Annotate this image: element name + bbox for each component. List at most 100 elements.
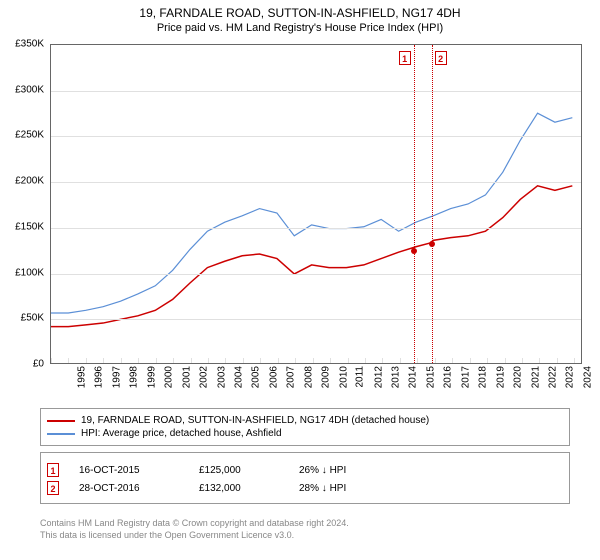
x-tick-label: 1998 — [129, 366, 140, 388]
x-tick-label: 2013 — [390, 366, 401, 388]
x-tick — [243, 358, 244, 363]
footer-line1: Contains HM Land Registry data © Crown c… — [40, 518, 349, 530]
legend-label: HPI: Average price, detached house, Ashf… — [81, 428, 282, 439]
event-point — [411, 248, 417, 254]
x-tick-label: 2010 — [338, 366, 349, 388]
y-tick-label: £350K — [15, 39, 44, 50]
gridline-h — [51, 274, 581, 275]
legend-swatch — [47, 420, 75, 422]
x-tick — [365, 358, 366, 363]
event-vline — [414, 45, 415, 363]
title-area: 19, FARNDALE ROAD, SUTTON-IN-ASHFIELD, N… — [0, 0, 600, 34]
legend-swatch — [47, 433, 75, 435]
x-tick — [121, 358, 122, 363]
x-tick — [574, 358, 575, 363]
x-tick-label: 2002 — [198, 366, 209, 388]
legend-row: 19, FARNDALE ROAD, SUTTON-IN-ASHFIELD, N… — [47, 415, 563, 426]
event-point — [429, 241, 435, 247]
x-tick-label: 2000 — [163, 366, 174, 388]
event-vline — [432, 45, 433, 363]
chart-lines-svg — [51, 45, 581, 363]
legend-row: HPI: Average price, detached house, Ashf… — [47, 428, 563, 439]
x-tick — [278, 358, 279, 363]
x-tick — [86, 358, 87, 363]
series-price_paid — [51, 186, 572, 327]
x-tick — [260, 358, 261, 363]
x-tick — [522, 358, 523, 363]
x-tick-label: 2022 — [547, 366, 558, 388]
x-tick — [51, 358, 52, 363]
event-delta: 28% ↓ HPI — [299, 483, 379, 494]
x-tick-label: 2003 — [216, 366, 227, 388]
x-tick-label: 1997 — [111, 366, 122, 388]
x-tick-label: 2008 — [303, 366, 314, 388]
event-marker: 1 — [399, 51, 411, 65]
title-line2: Price paid vs. HM Land Registry's House … — [0, 22, 600, 34]
gridline-h — [51, 136, 581, 137]
x-tick — [348, 358, 349, 363]
chart-container: 19, FARNDALE ROAD, SUTTON-IN-ASHFIELD, N… — [0, 0, 600, 560]
x-tick — [173, 358, 174, 363]
gridline-h — [51, 182, 581, 183]
x-tick-label: 2006 — [268, 366, 279, 388]
event-date: 16-OCT-2015 — [79, 465, 179, 476]
x-tick-label: 2016 — [443, 366, 454, 388]
legend-box: 19, FARNDALE ROAD, SUTTON-IN-ASHFIELD, N… — [40, 408, 570, 446]
title-line1: 19, FARNDALE ROAD, SUTTON-IN-ASHFIELD, N… — [0, 6, 600, 20]
x-tick — [68, 358, 69, 363]
x-tick-label: 2020 — [512, 366, 523, 388]
x-tick-label: 2014 — [408, 366, 419, 388]
x-tick-label: 2001 — [181, 366, 192, 388]
x-tick-label: 2018 — [477, 366, 488, 388]
x-tick — [313, 358, 314, 363]
x-tick-label: 2009 — [320, 366, 331, 388]
gridline-h — [51, 319, 581, 320]
event-date: 28-OCT-2016 — [79, 483, 179, 494]
x-tick-label: 1996 — [94, 366, 105, 388]
x-tick-label: 2015 — [425, 366, 436, 388]
x-tick-label: 2007 — [286, 366, 297, 388]
x-tick — [452, 358, 453, 363]
x-tick — [487, 358, 488, 363]
x-tick-label: 2011 — [355, 366, 366, 388]
x-tick — [156, 358, 157, 363]
x-tick — [138, 358, 139, 363]
gridline-h — [51, 91, 581, 92]
series-hpi — [51, 113, 572, 313]
y-axis-labels: £0£50K£100K£150K£200K£250K£300K£350K — [0, 44, 48, 364]
x-tick — [557, 358, 558, 363]
y-tick-label: £0 — [33, 359, 44, 370]
x-tick-label: 2021 — [530, 366, 541, 388]
x-tick-label: 2019 — [495, 366, 506, 388]
x-tick-label: 2023 — [565, 366, 576, 388]
x-axis-labels: 1995199619971998199920002001200220032004… — [50, 364, 582, 404]
x-tick-label: 2012 — [373, 366, 384, 388]
x-tick — [225, 358, 226, 363]
event-marker: 2 — [435, 51, 447, 65]
x-tick-label: 2024 — [582, 366, 593, 388]
event-price: £132,000 — [199, 483, 279, 494]
x-tick-label: 2017 — [460, 366, 471, 388]
event-delta: 26% ↓ HPI — [299, 465, 379, 476]
event-price: £125,000 — [199, 465, 279, 476]
y-tick-label: £50K — [21, 313, 44, 324]
x-tick — [382, 358, 383, 363]
x-tick — [330, 358, 331, 363]
x-tick-label: 1995 — [76, 366, 87, 388]
event-row: 116-OCT-2015£125,00026% ↓ HPI — [47, 463, 563, 477]
footer-line2: This data is licensed under the Open Gov… — [40, 530, 349, 542]
gridline-h — [51, 228, 581, 229]
y-tick-label: £300K — [15, 84, 44, 95]
x-tick — [505, 358, 506, 363]
events-box: 116-OCT-2015£125,00026% ↓ HPI228-OCT-201… — [40, 452, 570, 504]
x-tick — [435, 358, 436, 363]
legend-label: 19, FARNDALE ROAD, SUTTON-IN-ASHFIELD, N… — [81, 415, 429, 426]
x-tick-label: 2005 — [251, 366, 262, 388]
x-tick — [400, 358, 401, 363]
x-tick-label: 1999 — [146, 366, 157, 388]
y-tick-label: £200K — [15, 176, 44, 187]
x-tick — [191, 358, 192, 363]
y-tick-label: £250K — [15, 130, 44, 141]
x-tick — [208, 358, 209, 363]
y-tick-label: £100K — [15, 267, 44, 278]
